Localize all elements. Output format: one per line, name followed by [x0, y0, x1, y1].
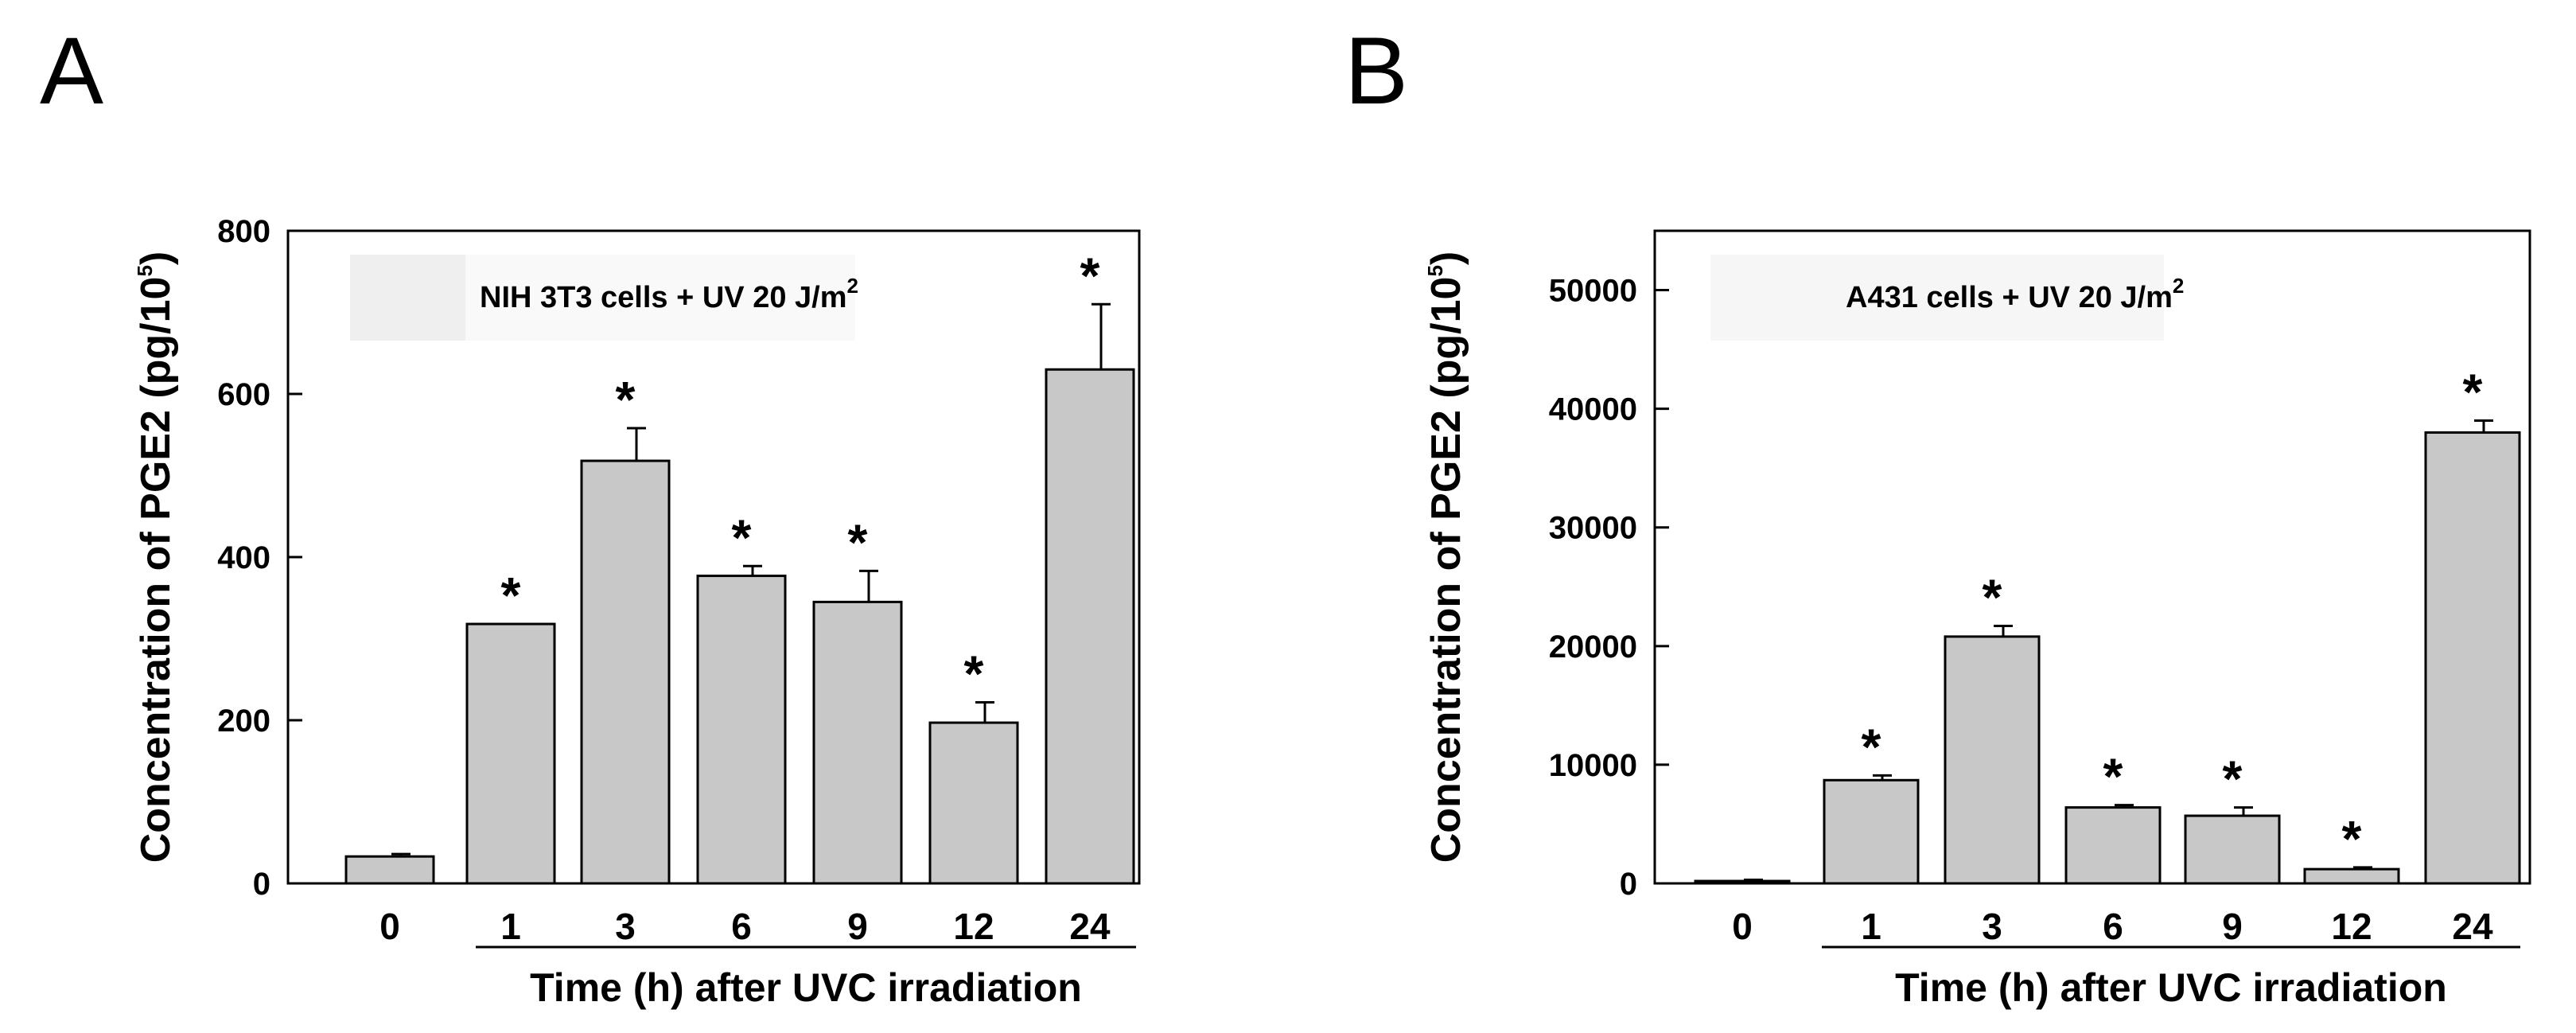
panel-a-significance-24: * [1080, 247, 1100, 304]
panel-b-ytick-label: 30000 [1549, 511, 1637, 546]
panel-a-ytick-label: 0 [253, 867, 270, 902]
panel-b-axes: 0 10000 20000 30000 40000 50000 [1549, 274, 1669, 902]
panel-a-legend-sup: 2 [847, 274, 858, 298]
panel-a-legend: NIH 3T3 cells + UV 20 J/m2 [480, 274, 858, 314]
panel-a-bars: 0 * 1 * 3 * 6 * 9 * 12 * 24 [344, 247, 1135, 947]
panel-a-ytick-label: 400 [217, 540, 270, 575]
panel-a-bar-3 [580, 459, 671, 885]
panel-b-bars: 0 * 1 * 3 * 6 * 9 * 12 * 24 [1694, 364, 2521, 947]
panel-a-axes: 0 200 400 600 800 [217, 214, 302, 902]
panel-a-ytick-label: 800 [217, 214, 270, 249]
panel-b-significance-24: * [2463, 364, 2483, 421]
panel-a-legend-label: NIH 3T3 cells + UV 20 J/m [480, 281, 847, 314]
panel-a-ylabel-suffix: ) [133, 251, 179, 265]
panel-b-legend-panel [1710, 255, 2164, 341]
panel-b-significance-3: * [1983, 568, 2002, 626]
panel-a-legend-box [350, 255, 469, 341]
panel-b-bar-6 [2064, 806, 2162, 885]
panel-b-ytick-label: 50000 [1549, 274, 1637, 309]
panel-b-significance-6: * [2103, 748, 2123, 805]
panel-a-significance-6: * [732, 509, 752, 566]
panel-b-significance-1: * [1862, 718, 1881, 775]
panel-b-category-label: 0 [1732, 906, 1753, 947]
panel-b-legend: A431 cells + UV 20 J/m2 [1846, 274, 2184, 314]
panel-a-ytick-label: 600 [217, 377, 270, 412]
panel-a-bar-6 [696, 575, 787, 885]
panel-b-category-label: 12 [2331, 906, 2372, 947]
panel-b-letter: B [1344, 18, 1408, 124]
panel-b-ylabel: Concentration of PGE2 (pg/105) [1423, 251, 1469, 863]
panel-a-xlabel: Time (h) after UVC irradiation [530, 965, 1082, 1010]
panel-b: B A431 cells + UV 20 J/m2 01000020000300… [1344, 18, 2531, 1010]
panel-b-bar-12 [2303, 867, 2400, 885]
panel-b-bar-0 [1694, 879, 1791, 885]
panel-b-category-label: 3 [1982, 906, 2002, 947]
panel-a-category-label: 12 [953, 906, 994, 947]
panel-b-ytick-label: 0 [1620, 867, 1637, 902]
panel-a-legend-panel [465, 255, 855, 341]
panel-b-category-label: 9 [2222, 906, 2243, 947]
panel-a-ytick-label: 200 [217, 704, 270, 739]
panel-a-category-label: 3 [615, 906, 636, 947]
panel-a: A NIH 3T3 cells + UV 20 J/m2 0 200 400 600 8… [40, 18, 1141, 1010]
panel-b-category-label: 6 [2103, 906, 2123, 947]
panel-b-bar-9 [2184, 814, 2281, 885]
panel-b-ytick-label: 20000 [1549, 630, 1637, 665]
panel-b-ytick-label: 10000 [1549, 748, 1637, 783]
panel-b-legend-sup: 2 [2173, 274, 2184, 298]
panel-b-ylabel-text: Concentration of PGE2 (pg/10 [1423, 277, 1469, 863]
panel-b-bar-1 [1823, 778, 1920, 885]
panel-a-category-label: 0 [379, 906, 400, 947]
panel-b-bar-24 [2424, 431, 2521, 885]
panel-a-bar-9 [812, 600, 903, 885]
panel-a-category-label: 1 [500, 906, 521, 947]
panel-b-bar-3 [1944, 635, 2041, 885]
panel-a-letter: A [40, 18, 103, 124]
panel-b-ylabel-suffix: ) [1423, 251, 1469, 265]
panel-a-bar-12 [928, 721, 1019, 885]
panel-a-category-label: 6 [731, 906, 752, 947]
panel-a-ylabel-text: Concentration of PGE2 (pg/10 [133, 277, 179, 863]
panel-b-ylabel-sup: 5 [1423, 265, 1447, 276]
panel-a-significance-3: * [616, 371, 636, 428]
panel-a-ylabel-sup: 5 [133, 265, 157, 276]
panel-b-significance-12: * [2342, 810, 2362, 867]
panel-a-category-label: 24 [1069, 906, 1111, 947]
panel-a-significance-9: * [848, 513, 868, 571]
panel-a-significance-1: * [501, 567, 521, 624]
panel-b-category-label: 24 [2452, 906, 2493, 947]
panel-b-xlabel: Time (h) after UVC irradiation [1895, 965, 2447, 1010]
panel-a-bar-24 [1045, 368, 1135, 885]
panel-b-ytick-label: 40000 [1549, 392, 1637, 427]
panel-a-ylabel: Concentration of PGE2 (pg/105) [133, 251, 179, 863]
panel-a-significance-12: * [964, 645, 984, 702]
panel-b-legend-label: A431 cells + UV 20 J/m [1846, 281, 2173, 314]
panel-a-bar-0 [344, 855, 435, 885]
panel-b-category-label: 1 [1861, 906, 1881, 947]
panel-b-significance-9: * [2223, 750, 2243, 808]
panel-a-bar-1 [465, 622, 556, 885]
panel-a-category-label: 9 [847, 906, 868, 947]
